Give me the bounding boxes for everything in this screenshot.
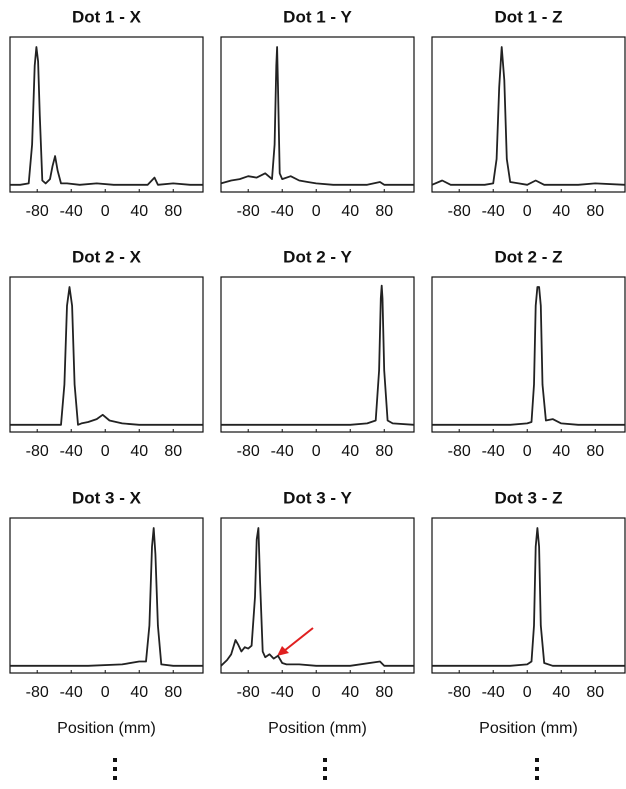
x-tick-label: -40 [482, 203, 505, 220]
line-series [10, 286, 203, 426]
x-tick-label: 40 [552, 203, 570, 220]
x-tick-label: -80 [448, 203, 471, 220]
x-tick-label: 40 [130, 203, 148, 220]
panel-title: Dot 1 - Y [283, 7, 352, 26]
line-series [432, 527, 625, 667]
plot-frame [9, 517, 204, 674]
x-tick-label: 0 [101, 684, 110, 701]
panel-title: Dot 3 - Z [495, 488, 563, 507]
x-tick-label: 40 [130, 684, 148, 701]
x-tick-label: 0 [523, 443, 532, 460]
line-series [10, 527, 203, 667]
panel-title: Dot 2 - Y [283, 247, 352, 266]
plot-frame [220, 36, 415, 193]
x-tick-label: -40 [60, 443, 83, 460]
x-tick-label: 80 [164, 684, 182, 701]
x-tick-label: 0 [523, 203, 532, 220]
x-tick-label: -40 [271, 684, 294, 701]
plot-frame [9, 36, 204, 193]
panel-title: Dot 2 - X [72, 247, 142, 266]
x-tick-label: 40 [130, 443, 148, 460]
plot-frame [220, 517, 415, 674]
x-tick-label: 80 [164, 203, 182, 220]
x-tick-label: 40 [552, 443, 570, 460]
x-tick-label: -40 [60, 684, 83, 701]
x-tick-label: 80 [375, 443, 393, 460]
x-tick-label: 80 [586, 443, 604, 460]
plot-frame [431, 36, 626, 193]
x-tick-label: 80 [375, 684, 393, 701]
x-axis-label: Position (mm) [479, 720, 578, 737]
x-tick-label: -80 [26, 443, 49, 460]
x-tick-label: -40 [482, 684, 505, 701]
x-tick-label: 40 [341, 203, 359, 220]
x-tick-label: -80 [26, 203, 49, 220]
x-tick-label: 80 [164, 443, 182, 460]
plot-frame [9, 276, 204, 433]
x-tick-label: -40 [271, 203, 294, 220]
line-series [220, 46, 414, 186]
x-tick-label: -40 [271, 443, 294, 460]
x-tick-label: -40 [482, 443, 505, 460]
x-tick-label: 0 [101, 203, 110, 220]
plot-frame [220, 276, 415, 433]
x-tick-label: -80 [448, 443, 471, 460]
panel-title: Dot 1 - X [72, 7, 142, 26]
x-tick-label: 80 [586, 684, 604, 701]
x-tick-label: -80 [448, 684, 471, 701]
x-tick-label: -80 [237, 443, 260, 460]
line-series [221, 284, 415, 426]
panel-title: Dot 2 - Z [495, 247, 563, 266]
x-axis-label: Position (mm) [268, 720, 367, 737]
x-tick-label: 0 [312, 684, 321, 701]
x-tick-label: -80 [237, 203, 260, 220]
x-tick-label: 0 [101, 443, 110, 460]
x-tick-label: -80 [237, 684, 260, 701]
x-tick-label: 80 [375, 203, 393, 220]
line-series [220, 527, 414, 667]
x-tick-label: 80 [586, 203, 604, 220]
x-axis-label: Position (mm) [57, 720, 156, 737]
x-tick-label: 0 [523, 684, 532, 701]
annotation-arrow [277, 627, 314, 656]
panel-title: Dot 3 - X [72, 488, 142, 507]
plot-frame [431, 517, 626, 674]
panel-title: Dot 3 - Y [283, 488, 352, 507]
x-tick-label: 40 [341, 684, 359, 701]
plot-frame [431, 276, 626, 433]
x-tick-label: 0 [312, 443, 321, 460]
panel-title: Dot 1 - Z [495, 7, 563, 26]
x-tick-label: 40 [341, 443, 359, 460]
line-series [10, 46, 203, 186]
x-tick-label: -80 [26, 684, 49, 701]
x-tick-label: 40 [552, 684, 570, 701]
line-series [432, 286, 625, 426]
x-tick-label: -40 [60, 203, 83, 220]
line-series [431, 46, 626, 186]
continuation-dots [113, 758, 539, 780]
x-tick-label: 0 [312, 203, 321, 220]
